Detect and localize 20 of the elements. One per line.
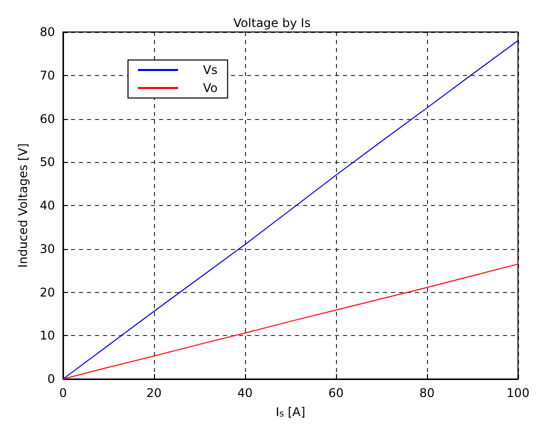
x-tick-label: 20 [146, 386, 162, 400]
x-tick-label: 100 [506, 386, 530, 400]
y-tick-label: 80 [40, 25, 55, 39]
y-tick-label: 0 [47, 372, 55, 386]
y-tick-label: 50 [40, 155, 55, 170]
y-axis-title: Induced Voltages [V] [16, 143, 30, 268]
legend-label: Vo [203, 81, 218, 95]
y-tick-label: 30 [40, 242, 55, 256]
y-tick-label: 60 [40, 112, 55, 126]
legend-label: Vs [203, 63, 218, 77]
x-tick-label: 80 [419, 386, 435, 400]
y-tick-label: 40 [40, 198, 55, 212]
y-tick-label: 70 [40, 68, 55, 82]
y-tick-label: 10 [40, 328, 55, 343]
x-tick-label: 40 [237, 386, 253, 400]
y-tick-label: 20 [40, 285, 55, 300]
x-axis-title: Is [A] [276, 404, 306, 420]
x-tick-label: 0 [59, 386, 67, 400]
x-tick-label: 60 [328, 386, 344, 400]
chart-title: Voltage by Is [233, 16, 311, 30]
